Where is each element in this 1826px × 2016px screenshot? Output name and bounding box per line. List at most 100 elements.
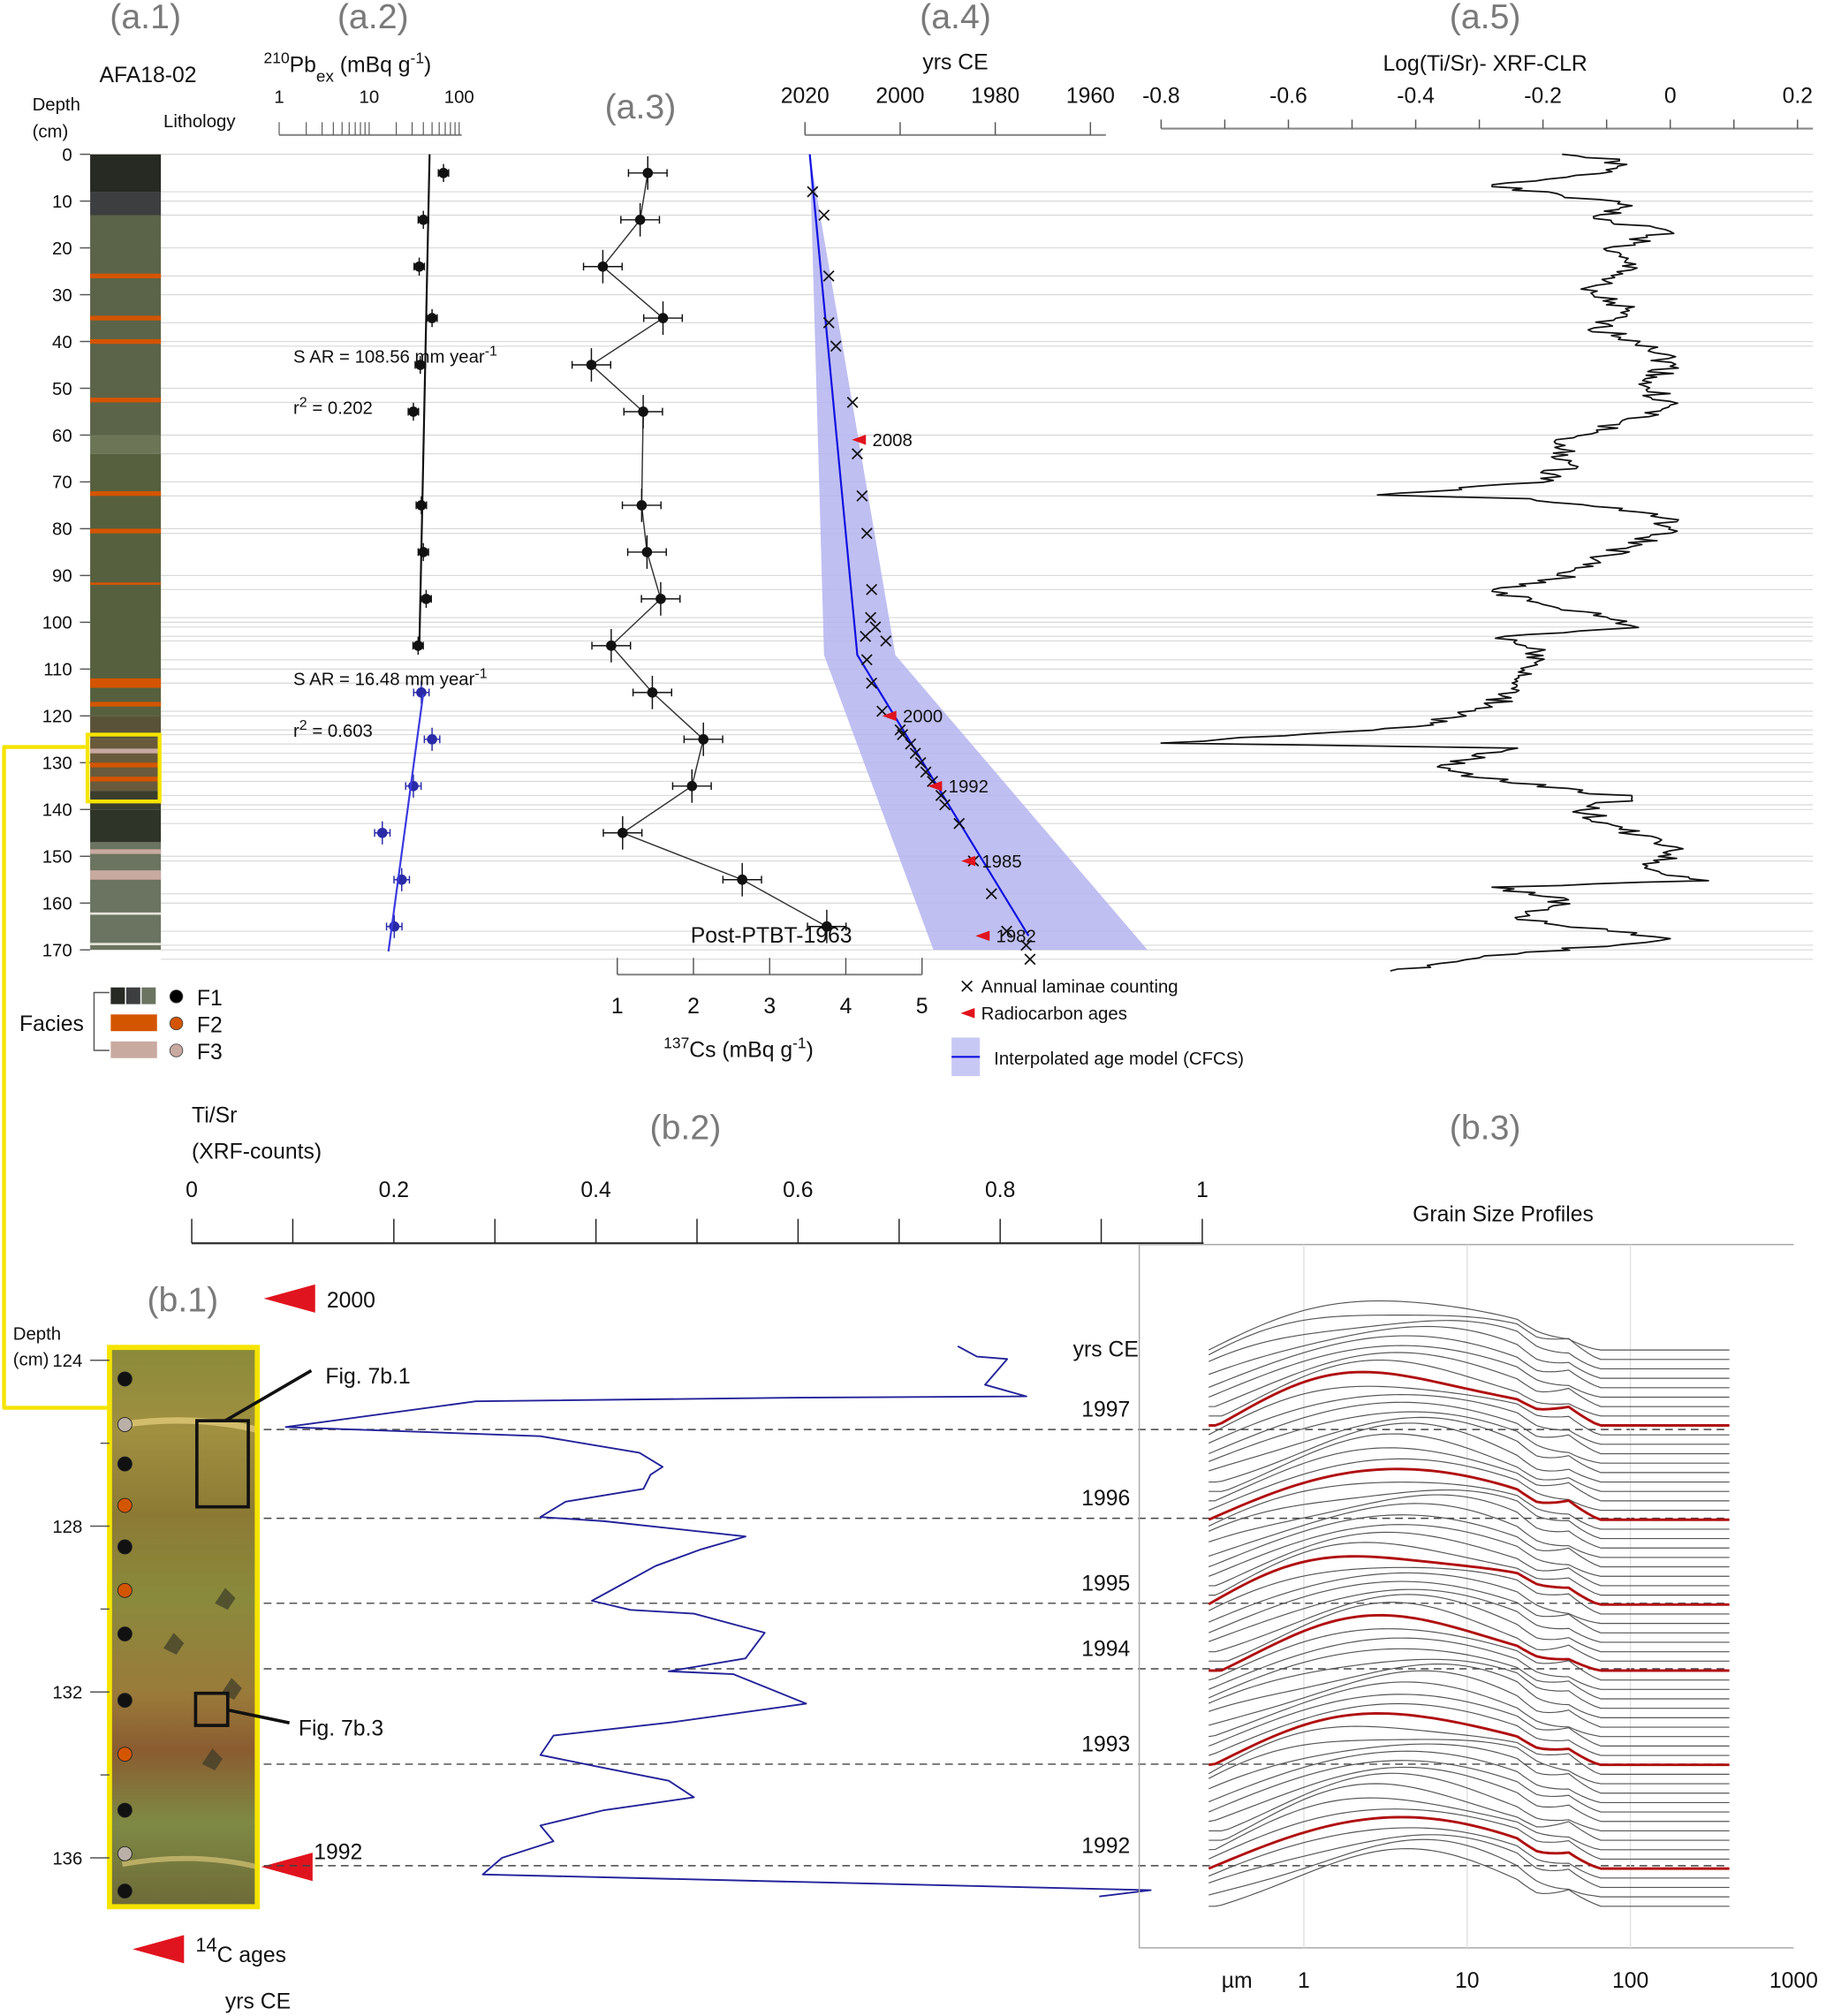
core-void [201, 1748, 223, 1771]
cs-tick-label: 4 [840, 995, 852, 1019]
laminae-count-marker [880, 635, 892, 648]
lithology-band [90, 678, 162, 688]
lithology-band [90, 491, 162, 496]
zoom-box [85, 732, 162, 804]
fig-7b3-box [193, 1691, 230, 1727]
pb-r2-upper: r2 = 0.202 [293, 395, 373, 419]
laminae-count-marker [869, 621, 882, 633]
grain-profile [1208, 1580, 1730, 1633]
age-tick-label: 1960 [1066, 84, 1115, 108]
grain-profile [1208, 1325, 1730, 1379]
grain-profile [1208, 1588, 1730, 1643]
laminae-count-marker [897, 729, 909, 740]
facies-dot-core [117, 1693, 133, 1709]
tisr-axis-title: Ti/Sr [192, 1104, 237, 1128]
grain-profile-highlight [1208, 1555, 1730, 1606]
radiocarbon-marker [882, 710, 897, 722]
lithology-band [90, 338, 162, 345]
grain-profile [1208, 1458, 1730, 1512]
cs-point [737, 874, 748, 885]
facies-dot-core [117, 1582, 133, 1598]
lithology-band [90, 154, 162, 193]
grain-profile [1208, 1447, 1730, 1502]
laminae-count-marker [909, 747, 921, 760]
grain-profile [1208, 1401, 1730, 1455]
cs-point [686, 780, 698, 792]
pb-fit-lower [387, 693, 425, 952]
c14-legend-label: 14C ages [195, 1933, 286, 1967]
laminae-count-marker [866, 677, 878, 689]
zoom-connector [2, 745, 110, 1410]
years-ce-label: yrs CE [1073, 1338, 1139, 1361]
cs-tick-label: 5 [916, 995, 928, 1019]
facies-swatch [110, 1014, 157, 1032]
depth-tick-label: 40 [52, 333, 72, 352]
radiocarbon-label: 1985 [981, 853, 1021, 872]
c14-legend-arrow [133, 1935, 185, 1964]
cs-point [634, 214, 646, 225]
panel-label-a3: (a.3) [605, 87, 677, 126]
cs-point [636, 500, 648, 511]
xrf-log-ratio-curve [1160, 153, 1709, 972]
legend-laminae-icon [961, 980, 974, 992]
grain-profile [1208, 1345, 1730, 1398]
lithology-band [90, 762, 162, 768]
lithology-band [90, 777, 162, 782]
grain-profile [1208, 1760, 1730, 1813]
text-part: 137 [663, 1034, 689, 1051]
lithology-label: Lithology [163, 112, 236, 132]
laminae-count-marker [866, 583, 878, 595]
grain-profile [1208, 1594, 1730, 1653]
panel-label-b2: (b.2) [650, 1108, 722, 1147]
grain-profile [1208, 1411, 1730, 1464]
text-part: = 0.603 [307, 722, 373, 741]
laminae-count-marker [920, 766, 932, 778]
grain-profile [1208, 1827, 1730, 1879]
age-model-line [808, 154, 1030, 936]
grain-profile [1208, 1416, 1730, 1474]
year-label: 1992 [1081, 1834, 1130, 1858]
depth-tick-label: 90 [52, 567, 72, 587]
grain-profile [1208, 1663, 1730, 1718]
lithology-band [90, 870, 162, 880]
facies-name: F1 [197, 987, 223, 1011]
radiocarbon-marker [975, 930, 990, 942]
facies-swatch [125, 987, 140, 1004]
core-image-frame [106, 1345, 261, 1910]
laminae-count-marker [865, 611, 876, 624]
panel-label-a2: (a.2) [337, 0, 409, 36]
tisr-tick-label: 0.4 [580, 1179, 611, 1202]
lithology-band [90, 192, 162, 216]
laminae-count-marker [1001, 925, 1013, 937]
pb-point-upper [413, 640, 424, 651]
facies-dot-core [117, 1883, 133, 1899]
grain-profile [1208, 1335, 1730, 1389]
grain-profile [1208, 1739, 1730, 1785]
radiocarbon-label: 1992 [949, 777, 989, 797]
depth-tick-label: 140 [42, 801, 72, 821]
pb-point-upper [427, 313, 437, 323]
grain-profile-highlight [1208, 1613, 1730, 1672]
laminae-count-marker [939, 799, 951, 811]
depth-label: Depth [33, 95, 80, 115]
core-void [163, 1633, 185, 1656]
text-part: -1 [474, 666, 487, 681]
cs-point [822, 921, 832, 932]
depth-tick-label: 0 [62, 146, 72, 165]
depth-tick-label: 30 [52, 286, 72, 306]
facies-name: F2 [197, 1014, 223, 1038]
core-depth-tick-label: 132 [52, 1684, 82, 1703]
c14-arrow-2000 [263, 1284, 315, 1313]
facies-dot-core [117, 1802, 133, 1818]
radiocarbon-label: 1982 [996, 928, 1036, 947]
laminae-count-marker [860, 630, 872, 642]
text-part: 2 [299, 717, 307, 732]
laminae-count-marker [860, 527, 873, 540]
tisr-axis-subtitle: (XRF-counts) [192, 1140, 322, 1163]
grain-profile [1208, 1352, 1730, 1407]
facies-swatch [110, 987, 125, 1004]
text-part: r [293, 399, 299, 419]
lithology-band [90, 809, 162, 843]
grain-profile [1208, 1572, 1730, 1625]
facies-dot [169, 1016, 184, 1031]
